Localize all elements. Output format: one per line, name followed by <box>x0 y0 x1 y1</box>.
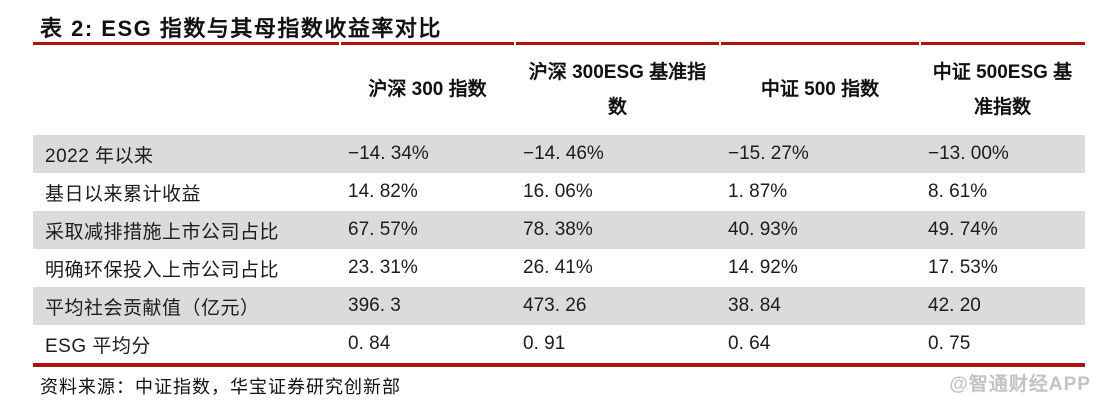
table-row: 2022 年以来 −14. 34% −14. 46% −15. 27% −13. 00% <box>33 135 1085 173</box>
row-label: 明确环保投入上市公司占比 <box>45 259 280 281</box>
table-title: 表 2: ESG 指数与其母指数收益率对比 <box>40 16 442 41</box>
cell-value: 67. 57% <box>348 219 418 240</box>
row-label: 平均社会贡献值（亿元） <box>45 297 260 319</box>
rule-segment <box>721 42 919 45</box>
cell-value: 16. 06% <box>523 181 593 202</box>
table-body: 2022 年以来 −14. 34% −14. 46% −15. 27% −13. 00%… <box>33 135 1085 363</box>
rule-segment <box>516 42 719 45</box>
corner-cell <box>33 45 340 135</box>
rule-segment <box>341 42 514 45</box>
cell-value: 0. 64 <box>728 333 771 354</box>
table-row: 平均社会贡献值（亿元） 396. 3 473. 26 38. 84 42. 20 <box>33 287 1085 325</box>
cell-value: 49. 74% <box>928 219 998 240</box>
cell-value: 38. 84 <box>728 295 781 316</box>
cell-value: 42. 20 <box>928 295 981 316</box>
cell-value: 473. 26 <box>523 295 587 316</box>
cell-value: 0. 84 <box>348 333 391 354</box>
row-label: ESG 平均分 <box>45 335 151 357</box>
cell-value: 23. 31% <box>348 257 418 278</box>
cell-value: 40. 93% <box>728 219 798 240</box>
row-label: 2022 年以来 <box>45 145 154 167</box>
cell-value: 0. 91 <box>523 333 566 354</box>
table-row: 基日以来累计收益 14. 82% 16. 06% 1. 87% 8. 61% <box>33 173 1085 211</box>
row-label: 基日以来累计收益 <box>45 183 202 205</box>
table-row: 采取减排措施上市公司占比 67. 57% 78. 38% 40. 93% 49. 74% <box>33 211 1085 249</box>
cell-value: 14. 82% <box>348 181 418 202</box>
cell-value: 396. 3 <box>348 295 401 316</box>
table-top-rule <box>33 42 1085 45</box>
watermark: @智通财经APP <box>949 374 1091 395</box>
cell-value: 26. 41% <box>523 257 593 278</box>
table-row: ESG 平均分 0. 84 0. 91 0. 64 0. 75 <box>33 325 1085 363</box>
cell-value: 0. 75 <box>928 333 971 354</box>
column-header-hs300: 沪深 300 指数 <box>368 79 487 101</box>
table-row: 明确环保投入上市公司占比 23. 31% 26. 41% 14. 92% 17. 53% <box>33 249 1085 287</box>
column-header-zz500-esg: 中证 500ESG 基准指数 <box>932 61 1073 118</box>
rule-segment <box>33 42 339 45</box>
cell-value: −14. 46% <box>523 143 604 164</box>
cell-value: 1. 87% <box>728 181 788 202</box>
column-header-zz500: 中证 500 指数 <box>760 79 880 101</box>
column-header-hs300-esg: 沪深 300ESG 基准指数 <box>528 61 707 118</box>
row-label: 采取减排措施上市公司占比 <box>45 221 280 243</box>
cell-value: 14. 92% <box>728 257 798 278</box>
table-header: 沪深 300 指数 沪深 300ESG 基准指数 中证 500 指数 中证 50… <box>33 45 1085 135</box>
cell-value: 8. 61% <box>928 181 988 202</box>
cell-value: −15. 27% <box>728 143 809 164</box>
esg-comparison-table: 沪深 300 指数 沪深 300ESG 基准指数 中证 500 指数 中证 50… <box>33 45 1085 363</box>
cell-value: 78. 38% <box>523 219 593 240</box>
cell-value: 17. 53% <box>928 257 998 278</box>
source-note: 资料来源：中证指数，华宝证券研究创新部 <box>40 377 401 397</box>
cell-value: −13. 00% <box>928 143 1009 164</box>
header-row: 沪深 300 指数 沪深 300ESG 基准指数 中证 500 指数 中证 50… <box>33 45 1085 135</box>
table-bottom-rule <box>33 363 1085 367</box>
rule-segment <box>921 42 1085 45</box>
cell-value: −14. 34% <box>348 143 429 164</box>
